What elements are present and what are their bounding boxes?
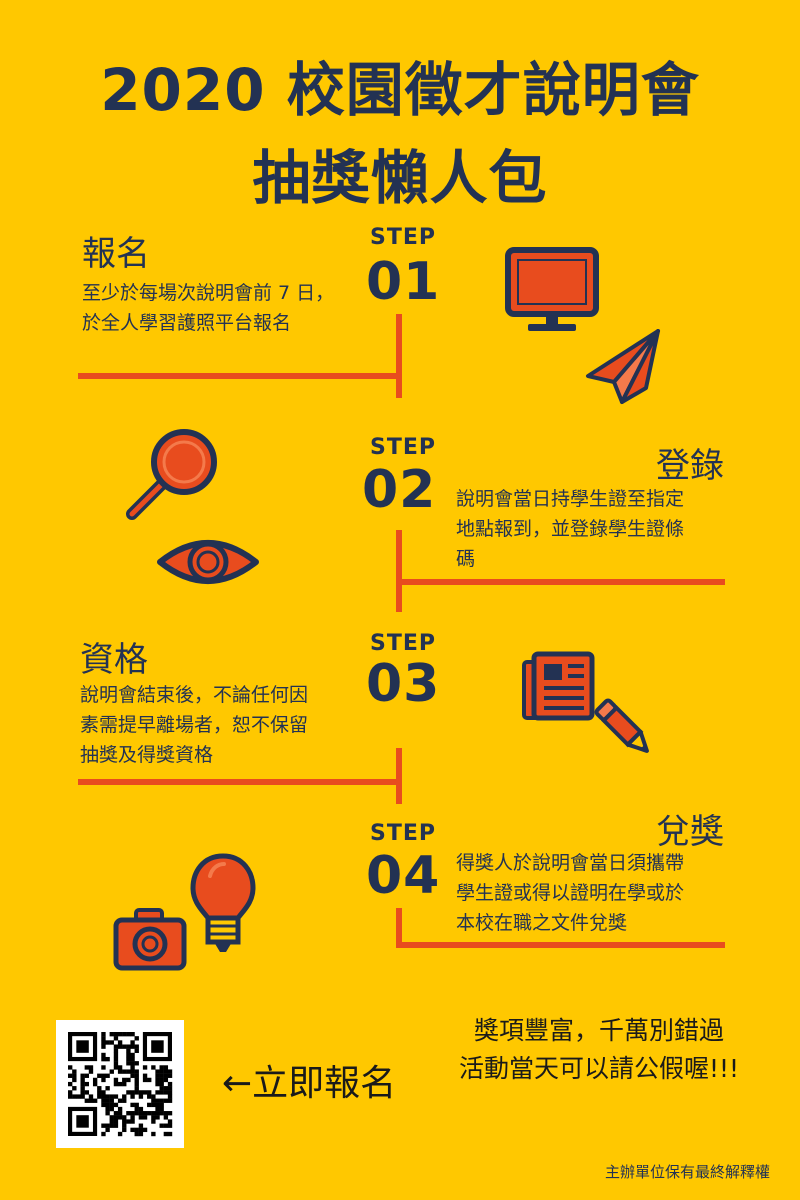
timeline-vertical-4 [396,908,402,948]
camera-icon [113,908,187,971]
magnifier-icon [126,429,217,520]
step-1-line-1: 至少於每場次說明會前 7 日， [82,282,335,304]
page-title: 2020 校園徵才說明會 [100,56,700,124]
step-4-line-2: 學生證或得以證明在學或於 [456,882,685,904]
step-3-label: STEP [370,631,437,656]
timeline-horizontal-4 [396,942,725,948]
step-2-line-2: 地點報到，並登錄學生證條 [456,518,685,540]
prize-slogan-line-1: 獎項豐富，千萬別錯過 [473,1016,724,1045]
prize-slogan: 獎項豐富，千萬別錯過 活動當天可以請公假喔!!! [432,1012,766,1088]
step-3-line-1: 說明會結束後，不論任何因 [80,684,309,706]
step-1-section: 報名 至少於每場次說明會前 7 日， 於全人學習護照平台報名 [82,234,334,338]
step-4-number: 04 [366,846,441,906]
footer-disclaimer: 主辦單位保有最終解釋權 [604,1163,770,1181]
page-subtitle: 抽獎懶人包 [252,144,548,212]
pencil-icon [594,698,649,753]
timeline-horizontal-1 [78,373,402,379]
step-1-description: 至少於每場次說明會前 7 日， 於全人學習護照平台報名 [82,278,334,338]
step-4-line-3: 本校在職之文件兌獎 [456,912,628,934]
timeline-horizontal-2 [396,579,725,585]
timeline-horizontal-3 [78,779,402,785]
step-1-line-2: 於全人學習護照平台報名 [82,312,292,334]
step-3-line-2: 素需提早離場者，恕不保留 [80,714,309,736]
monitor-icon [505,247,599,331]
qr-code-container[interactable] [56,1020,184,1148]
step-2-number: 02 [362,460,437,520]
step-2-line-1: 說明會當日持學生證至指定 [456,488,685,510]
prize-slogan-line-2: 活動當天可以請公假喔!!! [458,1054,740,1083]
step-4-label: STEP [370,821,437,846]
step-4-line-1: 得獎人於說明會當日須攜帶 [456,852,685,874]
newspaper-icon [522,651,595,721]
step-2-description: 說明會當日持學生證至指定 地點報到，並登錄學生證條 碼 [456,484,726,574]
qr-code-icon[interactable] [56,1020,184,1148]
eye-icon [157,540,259,584]
step-1-label: STEP [370,225,437,250]
step-4-description: 得獎人於說明會當日須攜帶 學生證或得以證明在學或於 本校在職之文件兌獎 [456,848,726,938]
step-2-label: STEP [370,435,437,460]
step-2-line-3: 碼 [456,548,476,570]
step-3-number: 03 [366,654,441,714]
step-1-heading: 報名 [82,234,150,274]
step-3-description: 說明會結束後，不論任何因 素需提早離場者，恕不保留 抽獎及得獎資格 [80,680,308,770]
register-now-link[interactable]: ←立即報名 [222,1063,397,1104]
step-2-heading: 登錄 [656,446,724,486]
timeline-vertical-1 [396,314,402,398]
step-3-heading: 資格 [80,640,148,680]
step-3-line-3: 抽獎及得獎資格 [80,744,214,766]
step-3-section: 資格 說明會結束後，不論任何因 素需提早離場者，恕不保留 抽獎及得獎資格 [80,640,308,770]
light-bulb-icon [190,853,256,952]
timeline-vertical-2 [396,530,402,612]
step-1-number: 01 [366,252,441,312]
timeline-vertical-3 [396,748,402,804]
step-4-heading: 兌獎 [656,812,724,852]
paper-plane-icon [586,329,660,404]
